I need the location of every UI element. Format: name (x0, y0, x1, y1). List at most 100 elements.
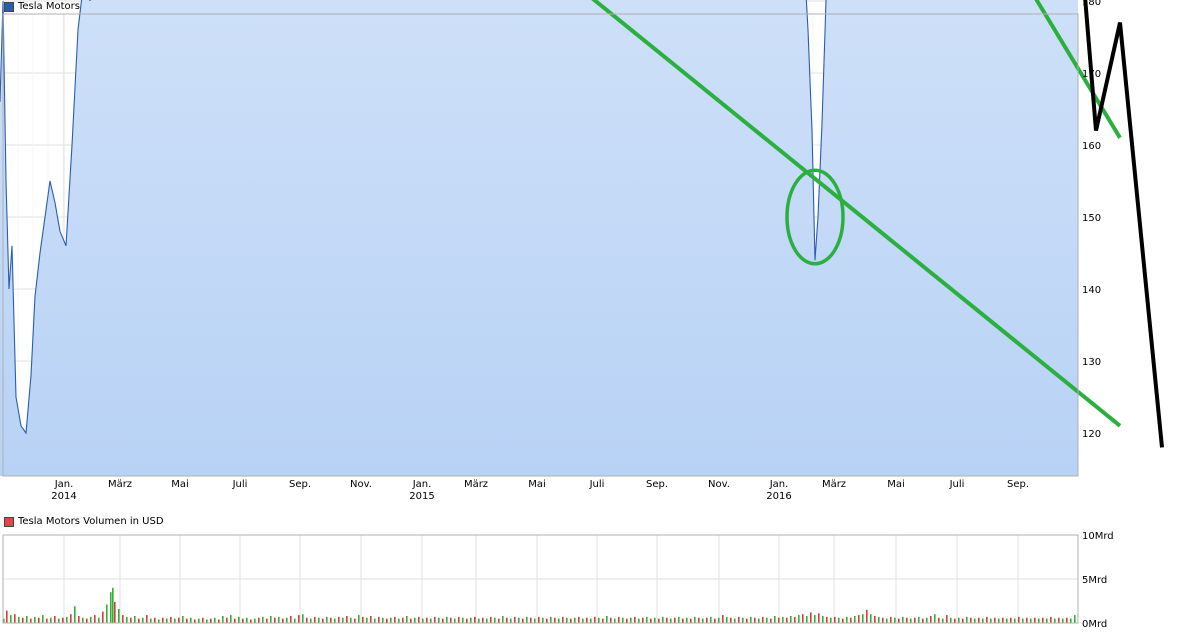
volume-bar (414, 617, 416, 623)
volume-bar (822, 615, 824, 623)
volume-bar (106, 604, 108, 623)
volume-bar (478, 618, 480, 623)
volume-bar (998, 618, 1000, 623)
volume-bar (734, 618, 736, 623)
volume-bar (926, 617, 928, 623)
volume-bar (754, 617, 756, 623)
volume-bar (250, 619, 252, 623)
volume-bar (1002, 617, 1004, 623)
volume-bar (790, 615, 792, 623)
volume-bar (194, 619, 196, 623)
volume-bar (222, 615, 224, 623)
volume-bar (1010, 617, 1012, 623)
volume-bar (602, 618, 604, 623)
volume-bar (410, 618, 412, 623)
volume-bar (826, 616, 828, 623)
month-tick-label: Juli (949, 479, 965, 490)
volume-legend-swatch (4, 516, 14, 527)
volume-bar (854, 615, 856, 623)
volume-bar (182, 615, 184, 623)
volume-bar (1014, 618, 1016, 623)
volume-bar (202, 617, 204, 623)
volume-bar (1050, 616, 1052, 623)
volume-bar (970, 617, 972, 623)
volume-bar (746, 618, 748, 623)
volume-bar (134, 615, 136, 623)
volume-bar (342, 617, 344, 623)
volume-bar (542, 617, 544, 623)
volume-bar (254, 618, 256, 623)
volume-bar (770, 618, 772, 623)
volume-bar (510, 618, 512, 623)
volume-bar (270, 615, 272, 623)
volume-bar (882, 617, 884, 623)
volume-bar (554, 617, 556, 623)
volume-bar (574, 617, 576, 623)
price-legend: Tesla Motors (Nasdaq) (4, 1, 129, 12)
volume-bar (850, 617, 852, 623)
volume-bar (990, 618, 992, 623)
volume-bar (626, 618, 628, 623)
volume-bar (1022, 618, 1024, 623)
volume-bar (662, 616, 664, 623)
price-y-tick-label: 120 (1082, 429, 1101, 440)
volume-bar (310, 618, 312, 623)
volume-bar (1070, 618, 1072, 623)
volume-bar (814, 615, 816, 623)
volume-bar (530, 617, 532, 623)
volume-bar (898, 618, 900, 623)
volume-bar (758, 618, 760, 623)
volume-bar (982, 618, 984, 623)
volume-bar (450, 617, 452, 623)
volume-bar (1066, 617, 1068, 623)
volume-bar (490, 616, 492, 623)
price-y-tick-label: 130 (1082, 357, 1101, 368)
volume-bar (694, 616, 696, 623)
volume-bar (18, 616, 20, 623)
volume-bar (950, 617, 952, 623)
price-legend-swatch (4, 1, 14, 12)
price-y-tick-label: 180 (1082, 0, 1101, 8)
year-tick-label: 2015 (409, 491, 434, 502)
volume-legend-label: Tesla Motors Volumen in USD (18, 516, 164, 527)
volume-bar (1026, 617, 1028, 623)
volume-bar (1042, 617, 1044, 623)
volume-bar (726, 616, 728, 623)
volume-bar (1030, 618, 1032, 623)
volume-bar (498, 618, 500, 623)
volume-bar (262, 616, 264, 623)
projection-line (1083, 0, 1164, 448)
volume-bar (1074, 615, 1076, 623)
volume-bar (50, 617, 52, 623)
volume-bar (230, 615, 232, 623)
price-y-ticks: 1201301401501601701801902002102202302402… (1082, 0, 1101, 440)
volume-bar (582, 618, 584, 623)
volume-bar (994, 617, 996, 623)
volume-bar (1034, 617, 1036, 623)
volume-bar (682, 618, 684, 623)
month-tick-label: März (464, 479, 488, 490)
volume-bar (390, 617, 392, 623)
highlight-circle (785, 168, 845, 266)
month-tick-label: Nov. (708, 479, 730, 490)
volume-bar (118, 608, 120, 623)
volume-bar (94, 615, 96, 623)
volume-bar (518, 617, 520, 623)
price-y-tick-label: 150 (1082, 213, 1101, 224)
volume-bar (654, 617, 656, 623)
volume-bar (446, 616, 448, 623)
volume-plot-frame (2, 534, 1079, 624)
channel-lower-trendline (1034, 0, 1122, 139)
volume-bar (502, 615, 504, 623)
volume-bar (234, 618, 236, 623)
volume-bar (842, 618, 844, 623)
volume-bar (938, 617, 940, 623)
volume-bar (802, 614, 804, 623)
volume-bar (638, 618, 640, 623)
price-y-tick-label: 140 (1082, 285, 1101, 296)
volume-bar (6, 610, 8, 623)
volume-bar (122, 615, 124, 623)
volume-bar (82, 617, 84, 623)
volume-bar (58, 618, 60, 623)
volume-bar (398, 618, 400, 623)
